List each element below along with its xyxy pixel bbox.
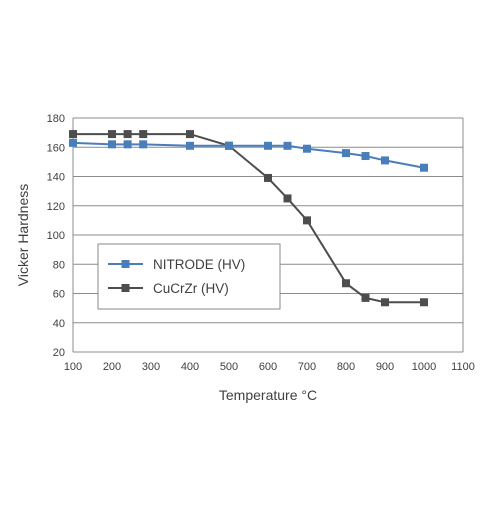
x-tick-label-800: 800: [337, 361, 355, 373]
series-0-point: [361, 152, 370, 161]
y-tick-label-60: 60: [53, 289, 65, 301]
series-1: [69, 130, 428, 307]
x-tick-label-200: 200: [103, 361, 121, 373]
x-tick-label-600: 600: [259, 361, 277, 373]
x-tick-label-900: 900: [376, 361, 394, 373]
series-0-point: [283, 141, 292, 150]
y-tick-label-180: 180: [47, 113, 65, 125]
series-1-point: [420, 298, 428, 307]
y-tick-label-80: 80: [53, 259, 65, 271]
y-tick-label-100: 100: [47, 230, 65, 242]
series-1-point: [342, 279, 350, 288]
series-0-point: [123, 140, 132, 149]
axes: [72, 118, 464, 353]
series-1-point: [361, 293, 370, 302]
legend-label-1: CuCrZr (HV): [153, 281, 229, 296]
x-tick-label-1100: 1100: [451, 361, 475, 373]
legend: NITRODE (HV) CuCrZr (HV): [97, 243, 281, 310]
series-1-point: [69, 130, 77, 139]
series: [69, 130, 428, 307]
series-1-point: [139, 130, 148, 139]
series-0: [69, 138, 428, 172]
x-tick-label-700: 700: [298, 361, 316, 373]
series-0-point: [225, 141, 233, 150]
legend-label-0: NITRODE (HV): [153, 257, 245, 272]
y-tick-label-140: 140: [47, 172, 65, 184]
series-1-point: [186, 130, 194, 139]
series-0-point: [342, 149, 350, 158]
series-1-point: [108, 130, 116, 139]
x-tick-label-100: 100: [64, 361, 82, 373]
series-0-point: [303, 144, 311, 153]
legend-marker-0: [121, 260, 130, 268]
y-axis-title: Vicker Hardness: [15, 184, 31, 286]
y-tick-label-20: 20: [53, 347, 65, 359]
series-1-point: [123, 130, 132, 139]
legend-entry-1: CuCrZr (HV): [108, 281, 229, 296]
legend-marker-1: [121, 284, 130, 292]
series-1-point: [303, 216, 311, 225]
series-0-point: [381, 156, 389, 165]
x-tick-label-300: 300: [142, 361, 160, 373]
series-0-point: [139, 140, 148, 149]
x-tick-label-400: 400: [181, 361, 199, 373]
x-tick-label-1000: 1000: [412, 361, 436, 373]
y-tick-label-40: 40: [53, 318, 65, 330]
series-1-point: [264, 173, 272, 182]
legend-entry-0: NITRODE (HV): [108, 257, 245, 272]
x-tick-label-500: 500: [220, 361, 238, 373]
legend-box: [97, 243, 281, 310]
series-0-point: [108, 140, 116, 149]
y-tick-labels: 20 40 60 80 100 120 140 160 180: [47, 113, 65, 359]
legend-entries: NITRODE (HV) CuCrZr (HV): [108, 257, 245, 296]
series-0-point: [420, 163, 428, 172]
series-0-point: [186, 141, 194, 150]
series-1-point: [381, 298, 389, 307]
y-tick-label-160: 160: [47, 142, 65, 154]
series-0-point: [69, 138, 77, 147]
x-axis-title: Temperature °C: [219, 387, 317, 403]
x-tick-labels: 100 200 300 400 500 600 700 800 900 1000 1100: [64, 361, 475, 373]
series-0-point: [264, 141, 272, 150]
series-1-point: [283, 194, 292, 203]
y-tick-label-120: 120: [47, 201, 65, 213]
